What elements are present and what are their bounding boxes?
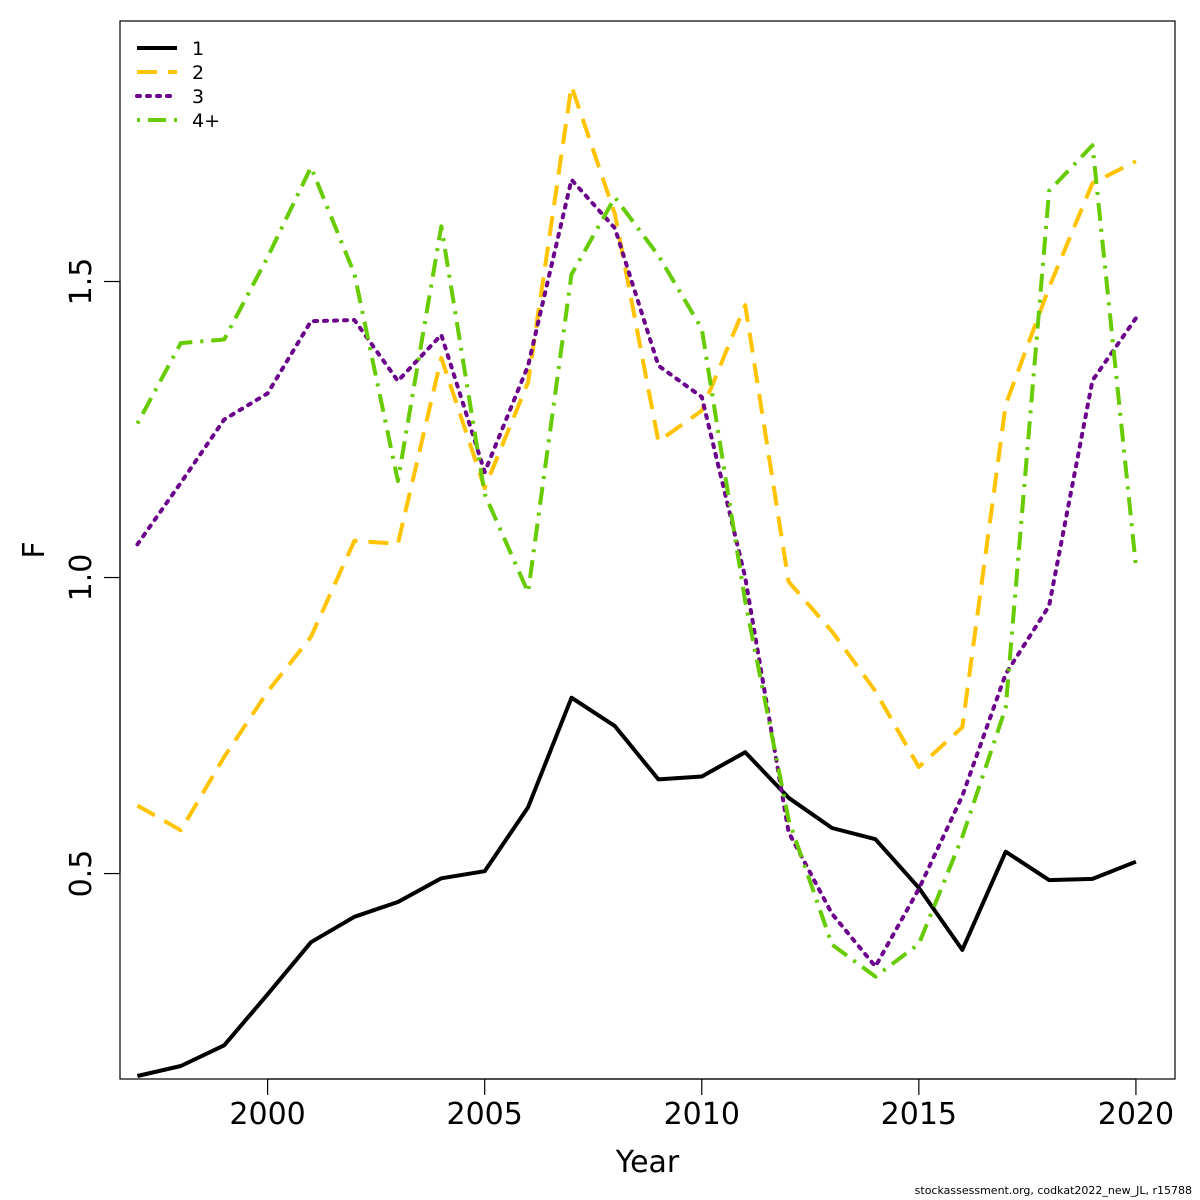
legend-label-4plus: 4+ <box>192 110 220 132</box>
series-layer <box>135 84 1138 1078</box>
y-axis-title: F <box>17 541 52 558</box>
series-line-1 <box>136 695 1137 1078</box>
series-line-3 <box>135 177 1138 969</box>
x-tick-label: 2010 <box>664 1097 740 1132</box>
legend-label-3: 3 <box>192 86 204 108</box>
y-tick-label: 0.5 <box>64 850 99 898</box>
series-line-2 <box>136 84 1137 833</box>
legend-label-2: 2 <box>192 62 204 84</box>
y-axis: 0.5 1.0 1.5 <box>64 258 121 898</box>
legend-label-1: 1 <box>192 38 204 60</box>
footnote: stockassessment.org, codkat2022_new_JL, … <box>914 1184 1192 1197</box>
x-tick-label: 2000 <box>229 1097 305 1132</box>
y-tick-label: 1.5 <box>64 258 99 306</box>
series-line-4plus <box>135 143 1138 979</box>
x-axis: 2000 2005 2010 2015 2020 <box>229 1078 1174 1132</box>
y-tick-label: 1.0 <box>64 554 99 602</box>
x-tick-label: 2015 <box>881 1097 957 1132</box>
x-axis-title: Year <box>615 1145 680 1180</box>
x-tick-label: 2005 <box>447 1097 523 1132</box>
x-tick-label: 2020 <box>1098 1097 1174 1132</box>
plot-frame <box>119 20 1176 1080</box>
